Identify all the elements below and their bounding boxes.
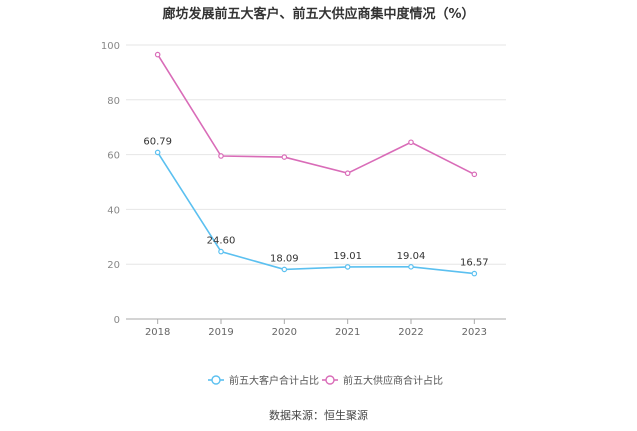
y-tick-label: 100	[101, 41, 120, 52]
series-1-point	[281, 154, 288, 160]
data-label: 60.79	[143, 136, 172, 147]
series-0-point	[408, 264, 414, 270]
series-line-1	[157, 54, 475, 176]
x-tick-label: 2023	[462, 327, 487, 338]
legend-swatch-marker	[211, 375, 221, 385]
series-0-point	[218, 248, 224, 255]
legend-label: 前五大客户合计占比	[229, 374, 319, 387]
source-note: 数据来源：恒生聚源	[269, 409, 368, 422]
x-tick-label: 2019	[208, 327, 233, 338]
series-1-point	[471, 171, 478, 178]
series-0-point	[344, 264, 351, 270]
y-tick-label: 40	[107, 205, 120, 216]
legend-swatch-marker	[325, 375, 335, 385]
series-1-point	[218, 153, 224, 159]
series-1-point	[154, 51, 161, 58]
y-tick-label: 60	[107, 151, 120, 162]
legend-label: 前五大供应商合计占比	[343, 374, 443, 387]
x-tick-label: 2020	[272, 327, 297, 338]
chart-title: 廊坊发展前五大客户、前五大供应商集中度情况（%）	[162, 7, 475, 22]
data-label: 24.60	[207, 236, 236, 247]
y-tick-label: 20	[107, 260, 120, 271]
series-1-point	[408, 139, 414, 146]
series-0-point	[281, 266, 288, 273]
series-0-point	[471, 270, 478, 277]
series-line-0	[157, 151, 475, 275]
data-label: 19.04	[397, 251, 426, 262]
x-tick-label: 2021	[335, 327, 360, 338]
x-tick-label: 2022	[398, 327, 423, 338]
series-1-point	[344, 170, 351, 177]
x-tick-label: 2018	[145, 327, 170, 338]
y-tick-label: 80	[107, 96, 120, 107]
data-label: 18.09	[270, 253, 299, 264]
series-0-point	[154, 149, 161, 156]
y-tick-label: 0	[114, 315, 120, 326]
data-label: 19.01	[333, 251, 362, 262]
data-label: 16.57	[460, 258, 489, 269]
